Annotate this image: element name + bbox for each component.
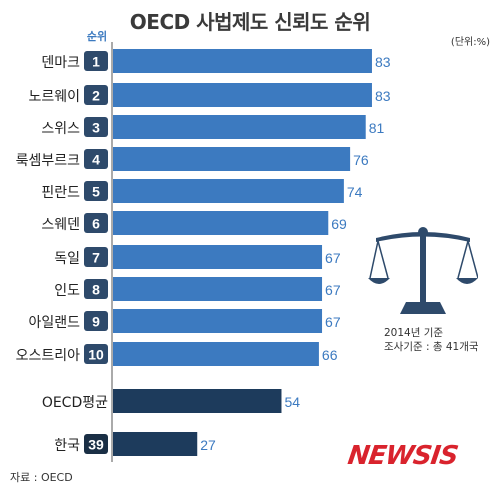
category-label-9: 아일랜드 [28, 315, 80, 331]
rank-number-7: 7 [92, 250, 100, 266]
bar-2 [113, 83, 372, 107]
value-label-2: 83 [375, 88, 391, 104]
category-label-7: 독일 [54, 251, 80, 267]
category-label-5: 핀란드 [41, 185, 80, 201]
unit-label: (단위:%) [450, 37, 490, 48]
rank-badge-12 [84, 434, 108, 454]
category-label-10: 오스트리아 [16, 348, 81, 364]
value-label-7: 67 [325, 250, 341, 266]
rank-badge-9 [84, 311, 108, 331]
bar-12 [113, 432, 198, 456]
bar-3 [113, 115, 366, 139]
survey-scope: 조사기준 : 총 41개국 [384, 341, 479, 353]
rank-badge-5 [84, 181, 108, 201]
bar-1 [113, 49, 372, 73]
rank-number-5: 5 [92, 184, 100, 200]
bar-7 [113, 245, 323, 269]
survey-year: 2014년 기준 [384, 327, 444, 339]
value-label-12: 27 [200, 437, 216, 453]
rank-badge-3 [84, 117, 108, 137]
category-label-1: 덴마크 [41, 55, 80, 71]
rank-badge-10 [84, 344, 108, 364]
value-label-8: 67 [325, 282, 341, 298]
bar-9 [113, 309, 323, 333]
rank-number-6: 6 [92, 216, 100, 232]
rank-column-header: 순위 [86, 30, 108, 43]
category-label-6: 스웨덴 [41, 217, 80, 233]
category-label-2: 노르웨이 [28, 89, 80, 105]
category-label-12: 한국 [54, 438, 80, 454]
value-label-5: 74 [347, 184, 363, 200]
bar-5 [113, 179, 344, 203]
value-label-6: 69 [331, 216, 347, 232]
bar-6 [113, 211, 329, 235]
rank-badge-7 [84, 247, 108, 267]
rank-badge-1 [84, 51, 108, 71]
value-label-9: 67 [325, 314, 341, 330]
value-label-11: 54 [284, 394, 300, 410]
chart-title: OECD 사법제도 신뢰도 순위 [129, 10, 371, 34]
rank-number-1: 1 [92, 54, 100, 70]
value-label-1: 83 [375, 54, 391, 70]
category-label-3: 스위스 [41, 121, 80, 137]
rank-number-8: 8 [92, 282, 100, 298]
rank-badge-6 [84, 213, 108, 233]
value-label-4: 76 [353, 152, 369, 168]
balance-scale-icon [368, 222, 479, 326]
rank-badge-2 [84, 85, 108, 105]
value-label-10: 66 [322, 347, 338, 363]
rank-number-10: 10 [88, 347, 104, 363]
source-label: 자료 : OECD [10, 471, 73, 484]
bar-4 [113, 147, 351, 171]
category-label-8: 인도 [54, 283, 80, 299]
rank-number-2: 2 [92, 88, 100, 104]
rank-badge-4 [84, 149, 108, 169]
rank-badge-8 [84, 279, 108, 299]
bar-10 [113, 342, 319, 366]
rank-number-9: 9 [92, 314, 100, 330]
category-label-11: OECD평균 [42, 395, 108, 411]
rank-number-4: 4 [92, 152, 100, 168]
bar-8 [113, 277, 323, 301]
survey-note: 2014년 기준 조사기준 : 총 41개국 [384, 326, 479, 354]
rank-number-12: 39 [88, 437, 104, 453]
value-label-3: 81 [369, 120, 385, 136]
category-label-4: 룩셈부르크 [16, 153, 81, 169]
bar-11 [113, 389, 282, 413]
rank-number-3: 3 [92, 120, 100, 136]
newsis-logo: NEWSIS [345, 441, 460, 471]
